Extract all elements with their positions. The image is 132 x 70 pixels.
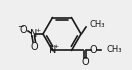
Text: +: + — [53, 44, 59, 49]
Text: +: + — [35, 28, 40, 33]
Text: O: O — [30, 42, 38, 52]
Text: O: O — [82, 57, 89, 67]
Text: CH₃: CH₃ — [90, 20, 105, 28]
Text: N: N — [30, 28, 38, 38]
Text: O: O — [90, 45, 97, 55]
Text: N: N — [49, 45, 56, 55]
Text: CH₃: CH₃ — [107, 45, 122, 54]
Text: −: − — [17, 22, 23, 31]
Text: O: O — [20, 24, 27, 35]
